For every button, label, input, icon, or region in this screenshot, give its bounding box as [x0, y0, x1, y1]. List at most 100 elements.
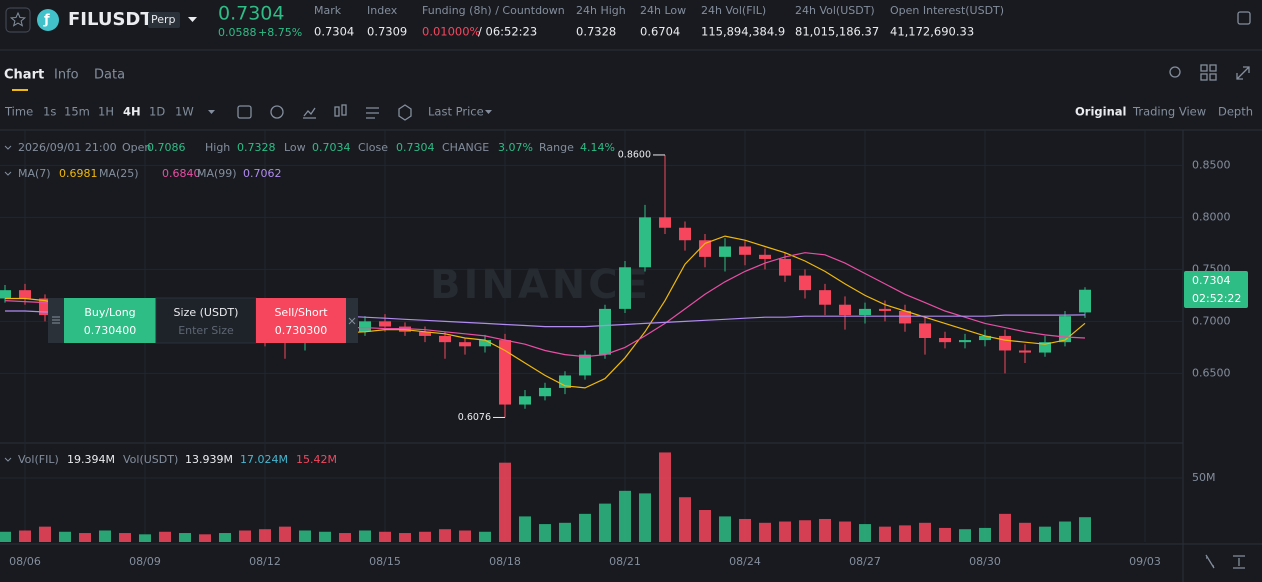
favorite-button[interactable] — [5, 7, 31, 33]
sell-label: Sell/Short — [274, 306, 328, 319]
volume-bar — [699, 510, 711, 542]
candle-body — [959, 340, 971, 343]
fullscreen-icon[interactable] — [1236, 66, 1250, 80]
volume-bar — [379, 531, 391, 542]
volume-bar — [939, 527, 951, 542]
stat-label: 24h Low — [640, 4, 686, 17]
volume-bar — [359, 530, 371, 542]
layout-icon[interactable] — [1200, 64, 1208, 72]
volume-bar — [599, 503, 611, 542]
alert-icon[interactable] — [1169, 66, 1181, 78]
layout-icon[interactable] — [1209, 64, 1217, 72]
volume-bar — [739, 518, 751, 542]
sell-button[interactable] — [256, 298, 346, 343]
interval[interactable]: 15m — [64, 105, 90, 119]
interval[interactable]: 1W — [175, 105, 194, 119]
volume-bar — [39, 526, 51, 542]
watermark: BINANCE — [430, 262, 651, 308]
price-type[interactable]: Last Price — [428, 105, 484, 119]
interval[interactable]: 1H — [98, 105, 114, 119]
extreme-label: 0.6076 — [458, 412, 491, 423]
percent-icon[interactable] — [1205, 554, 1215, 569]
size-placeholder: Enter Size — [178, 324, 234, 337]
candle-body — [739, 246, 751, 255]
volume-bar — [539, 524, 551, 542]
candle-body — [639, 217, 651, 268]
ma-legend-value: 0.6840 — [162, 167, 201, 180]
collapse-icon[interactable] — [4, 457, 12, 462]
coin-logo — [37, 9, 59, 31]
layout-icon[interactable] — [1209, 73, 1217, 81]
volume-bar — [119, 533, 131, 542]
y-tick-label: 0.8000 — [1192, 210, 1231, 223]
info-label: Range — [539, 141, 574, 154]
collapse-icon[interactable] — [4, 145, 12, 150]
volume-bar — [679, 497, 691, 542]
buy-button[interactable] — [64, 298, 156, 343]
candle-body — [979, 335, 991, 341]
volume-bar — [959, 529, 971, 542]
tool-icon[interactable] — [237, 105, 252, 119]
candle-body — [419, 331, 431, 336]
stat-value: 81,015,186.37 — [795, 25, 879, 39]
x-tick-label: 08/09 — [129, 555, 161, 568]
badge: Perp — [151, 13, 176, 26]
stat-value: 0.7309 — [367, 25, 407, 39]
candle-body — [799, 275, 811, 291]
tool-icon[interactable] — [270, 105, 284, 119]
tool-icon[interactable] — [334, 106, 340, 117]
volume-bar — [319, 531, 331, 542]
candle-body — [899, 310, 911, 324]
stat-label: Mark — [314, 4, 342, 17]
symbol: FILUSDT — [68, 9, 153, 30]
chart-tools — [237, 11, 1251, 569]
view-option[interactable]: Original — [1075, 105, 1126, 119]
tab[interactable]: Data — [94, 68, 125, 83]
tab[interactable]: Info — [54, 68, 79, 83]
tool-icon[interactable] — [398, 104, 412, 121]
volume-bar — [99, 530, 111, 542]
candle-body — [0, 290, 12, 299]
price-type-dropdown[interactable] — [485, 110, 492, 114]
active-tab-indicator — [12, 89, 28, 91]
volume-bar — [519, 516, 531, 542]
stat-value: 0.7328 — [576, 25, 616, 39]
x-tick-label: 08/30 — [969, 555, 1001, 568]
interval-dropdown[interactable] — [208, 110, 215, 114]
volume-tick-label: 50M — [1192, 471, 1216, 484]
volume-bar — [1079, 517, 1091, 542]
candle-body — [919, 323, 931, 338]
scale-icon[interactable] — [1233, 555, 1245, 569]
volume-bar — [1059, 521, 1071, 542]
info-value: 4.14% — [580, 141, 615, 154]
tool-icon[interactable] — [341, 104, 347, 116]
settings-icon[interactable] — [1237, 11, 1251, 25]
extreme-label: 0.8600 — [618, 149, 651, 160]
interval[interactable]: 4H — [123, 105, 141, 119]
interval[interactable]: 1D — [149, 105, 165, 119]
volume-bar — [919, 522, 931, 542]
sell-price: 0.730300 — [275, 324, 328, 337]
collapse-icon[interactable] — [4, 171, 12, 176]
tab[interactable]: Chart — [4, 68, 44, 83]
x-tick-label: 08/15 — [369, 555, 401, 568]
volume-bar — [659, 452, 671, 542]
tool-icon[interactable] — [366, 107, 379, 119]
ma-legend-name: MA(99) — [197, 167, 237, 180]
x-tick-label: 08/21 — [609, 555, 641, 568]
volume-bar — [439, 529, 451, 542]
info-value: 0.7328 — [237, 141, 276, 154]
volume-bar — [159, 531, 171, 542]
volume-bar — [79, 533, 91, 542]
tool-icon[interactable] — [303, 107, 316, 119]
layout-icon[interactable] — [1200, 73, 1208, 81]
stat-value: 0.7304 — [314, 25, 354, 39]
close-icon[interactable] — [348, 317, 356, 325]
view-option[interactable]: Depth — [1218, 105, 1253, 119]
volume-legend: Vol(USDT) — [123, 453, 178, 466]
view-option[interactable]: Trading View — [1132, 105, 1206, 119]
interval[interactable]: 1s — [43, 105, 56, 119]
symbol-dropdown[interactable] — [188, 17, 197, 22]
candle-body — [19, 290, 31, 299]
